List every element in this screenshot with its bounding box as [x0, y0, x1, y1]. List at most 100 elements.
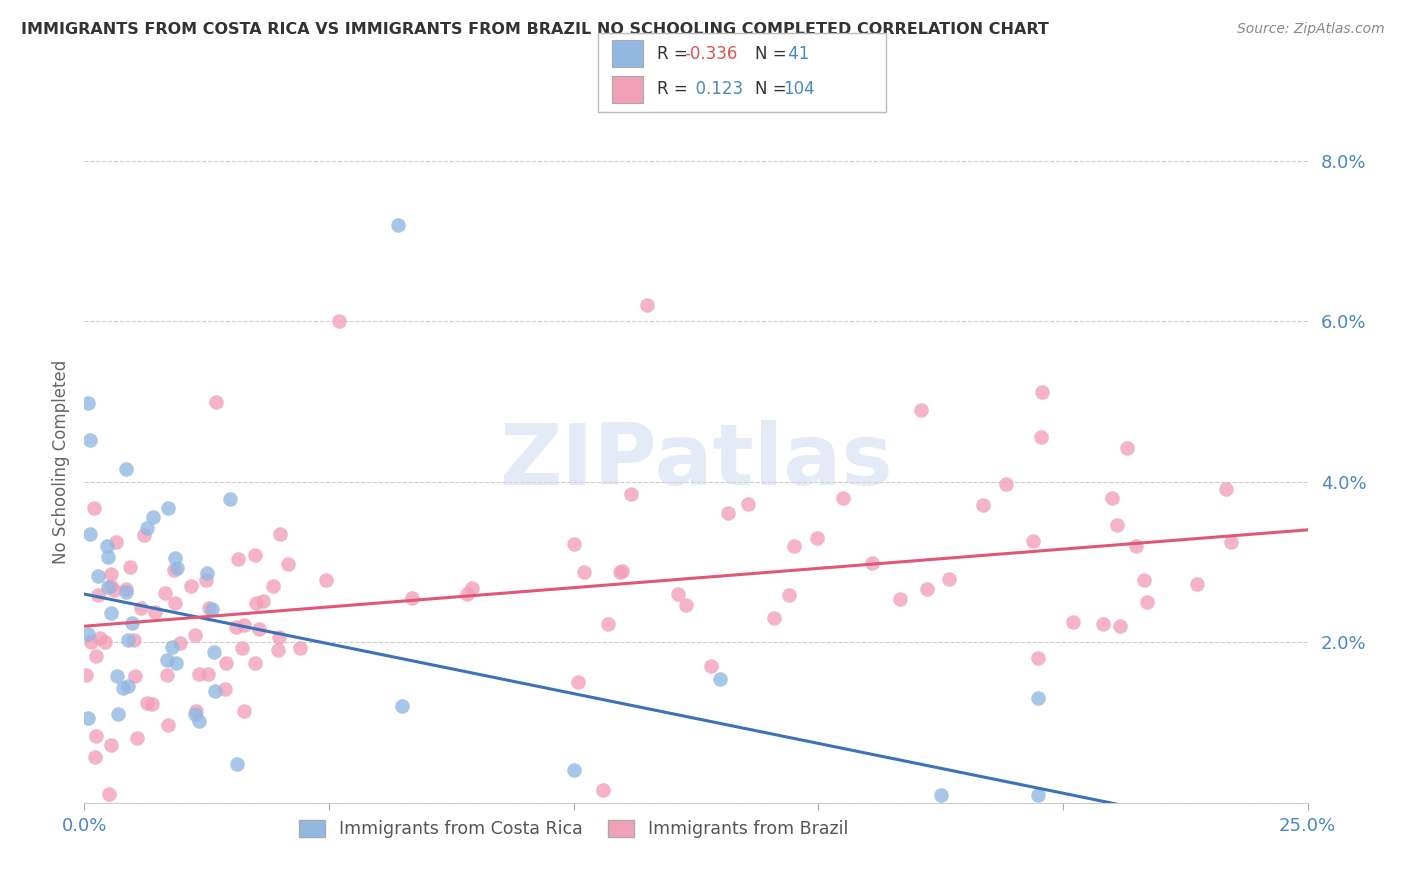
Point	[184, 704, 207, 718]
Point	[567, 675, 589, 690]
Point	[75, 668, 97, 682]
Point	[79, 433, 101, 447]
Point	[243, 657, 266, 671]
Point	[277, 557, 299, 571]
Point	[609, 566, 631, 580]
Point	[124, 669, 146, 683]
Point	[226, 551, 249, 566]
Point	[700, 658, 723, 673]
Point	[1028, 651, 1050, 665]
Point	[938, 572, 960, 586]
Point	[598, 617, 620, 632]
Point	[156, 653, 179, 667]
Text: ZIPatlas: ZIPatlas	[499, 420, 893, 503]
Point	[262, 579, 284, 593]
Point	[142, 510, 165, 524]
Point	[1062, 615, 1084, 629]
Point	[1219, 535, 1241, 549]
Point	[97, 787, 120, 801]
Point	[636, 298, 658, 312]
Point	[143, 605, 166, 619]
Point	[910, 402, 932, 417]
Point	[84, 750, 107, 764]
Point	[288, 640, 311, 655]
Point	[387, 218, 409, 232]
Point	[1028, 788, 1050, 802]
Point	[169, 636, 191, 650]
Point	[165, 657, 187, 671]
Point	[391, 698, 413, 713]
Point	[247, 622, 270, 636]
Point	[100, 566, 122, 581]
Point	[80, 635, 103, 649]
Point	[121, 615, 143, 630]
Point	[889, 592, 911, 607]
Point	[1028, 691, 1050, 706]
Point	[97, 580, 120, 594]
Point	[562, 537, 585, 551]
Point	[163, 596, 186, 610]
Point	[315, 573, 337, 587]
Point	[709, 672, 731, 686]
Point	[129, 601, 152, 615]
Point	[84, 649, 107, 664]
Text: Source: ZipAtlas.com: Source: ZipAtlas.com	[1237, 22, 1385, 37]
Point	[1136, 595, 1159, 609]
Point	[328, 314, 350, 328]
Point	[86, 569, 108, 583]
Point	[188, 667, 211, 681]
Point	[929, 788, 952, 802]
Point	[269, 527, 291, 541]
Point	[163, 551, 186, 566]
Point	[461, 581, 484, 595]
Text: R =: R =	[657, 45, 693, 62]
Text: -0.336: -0.336	[685, 45, 738, 62]
Point	[245, 548, 267, 562]
Point	[205, 395, 228, 409]
Point	[666, 587, 689, 601]
Point	[155, 586, 177, 600]
Point	[87, 588, 110, 602]
Point	[77, 395, 100, 409]
Point	[76, 711, 98, 725]
Point	[188, 714, 211, 729]
Point	[620, 487, 643, 501]
Point	[218, 492, 240, 507]
Text: 104: 104	[783, 80, 814, 98]
Point	[117, 679, 139, 693]
Y-axis label: No Schooling Completed: No Schooling Completed	[52, 359, 70, 564]
Point	[1029, 430, 1052, 444]
Point	[737, 497, 759, 511]
Point	[778, 588, 800, 602]
Point	[118, 560, 141, 574]
Point	[76, 627, 98, 641]
Point	[783, 539, 806, 553]
Point	[266, 643, 288, 657]
Text: N =: N =	[755, 80, 792, 98]
Point	[115, 462, 138, 476]
Point	[79, 527, 101, 541]
Point	[156, 500, 179, 515]
Point	[204, 683, 226, 698]
Point	[1031, 385, 1053, 400]
Point	[122, 633, 145, 648]
Point	[202, 645, 225, 659]
Point	[184, 706, 207, 721]
Text: 0.123: 0.123	[685, 80, 742, 98]
Point	[1109, 619, 1132, 633]
Point	[995, 477, 1018, 491]
Point	[233, 618, 256, 632]
Point	[1091, 616, 1114, 631]
Text: 41: 41	[783, 45, 810, 62]
Point	[252, 593, 274, 607]
Point	[197, 601, 219, 615]
Point	[717, 507, 740, 521]
Point	[1215, 483, 1237, 497]
Point	[100, 606, 122, 620]
Point	[197, 667, 219, 681]
Point	[157, 717, 180, 731]
Point	[166, 561, 188, 575]
Point	[214, 681, 236, 696]
Point	[592, 783, 614, 797]
Point	[1101, 491, 1123, 505]
